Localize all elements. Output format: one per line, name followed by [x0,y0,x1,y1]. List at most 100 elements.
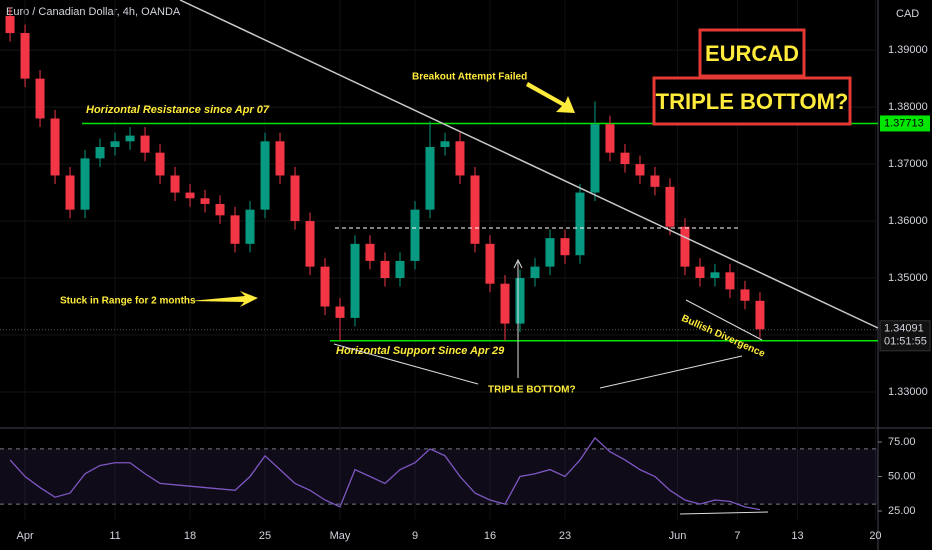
countdown-label: 01:51:55 [884,336,927,348]
candle-body [755,300,765,330]
candle-body [35,78,45,119]
y-tick-label: 1.36000 [888,215,928,227]
candle-body [470,175,480,244]
resistance-text: Horizontal Resistance since Apr 07 [86,104,270,116]
y-tick-label: 1.39000 [888,44,928,56]
candle-body [590,124,600,193]
divergence-line [685,299,763,341]
resistance-label: 1.37713 [884,117,924,129]
candle-body [635,164,645,176]
candle-body [440,141,450,147]
rsi-tick-label: 25.00 [888,505,916,517]
candle-body [5,15,15,34]
candle-body [530,266,540,279]
candle-body [380,260,390,279]
x-tick-label: 11 [109,530,120,542]
x-tick-label: 20 [869,530,881,542]
candle-body [395,260,405,279]
candle-body [695,266,705,279]
x-tick-label: 23 [559,530,571,542]
candle-body [665,186,675,227]
triple-arrow-right [599,355,743,389]
resistance-label-box [880,115,930,132]
candle-body [80,158,90,210]
candle-body [170,175,180,193]
last-price-box [879,320,931,352]
y-tick-label: 1.37000 [888,158,928,170]
candle-body [215,203,225,216]
rsi-divergence-line [679,511,769,515]
candle-body [290,175,300,222]
candle-body [740,289,750,301]
x-tick-label: May [330,530,351,542]
candle-body [710,272,720,279]
candle-body [260,141,270,210]
candle-body [545,238,555,267]
symbol-box [698,28,806,78]
triple-arrow-left [333,343,479,385]
candle-body [245,209,255,244]
candle-body [575,192,585,256]
y-tick-label: 1.38000 [888,101,928,113]
candle-body [455,141,465,176]
candle-body [335,306,345,318]
triple-arrow-head [513,258,523,269]
rsi-tick-label: 50.00 [888,470,916,482]
candle-body [50,118,60,176]
candle-body [425,146,435,210]
triple-text: TRIPLE BOTTOM? [488,385,576,396]
candle-body [605,124,615,153]
chart-title: Euro / Canadian Dollar, 4h, OANDA [6,6,181,18]
candle-body [365,243,375,261]
candle-body [485,243,495,284]
candle-body [620,152,630,165]
candle-body [65,175,75,210]
candle-body [155,152,165,176]
headline-text: TRIPLE BOTTOM? [656,89,849,114]
candle-body [515,278,525,324]
candle-body [350,243,360,318]
candle-body [125,135,135,142]
candle-body [500,283,510,324]
y-tick-label: 1.33000 [888,386,928,398]
candle-body [95,146,105,159]
last-price-label: 1.34091 [884,323,924,335]
support-text: Horizontal Support Since Apr 29 [336,345,505,357]
candle-body [110,141,120,147]
x-tick-label: 25 [259,530,271,542]
x-tick-label: 9 [412,530,418,542]
candle-body [560,238,570,256]
candle-body [650,175,660,187]
symbol-text: EURCAD [705,41,799,66]
candle-body [320,266,330,307]
candle-body [275,141,285,176]
candle-body [200,198,210,204]
rsi-line [9,436,761,511]
x-tick-label: 13 [791,530,803,542]
x-tick-label: 18 [184,530,196,542]
candle-body [230,215,240,244]
candle-body [185,192,195,199]
candle-body [20,33,30,79]
breakout-text: Breakout Attempt Failed [412,72,527,83]
x-tick-label: 7 [734,530,740,542]
currency: CAD [896,8,919,20]
range-arrow [190,291,258,307]
x-tick-label: Apr [16,530,33,542]
range-text: Stuck in Range for 2 months [60,296,196,307]
candle-body [305,221,315,267]
candle-body [140,135,150,153]
x-tick-label: Jun [669,530,687,542]
trendline [179,0,879,329]
candle-body [725,272,735,290]
candle-body [680,226,690,267]
x-tick-label: 16 [484,530,496,542]
rsi-band [0,448,878,505]
y-tick-label: 1.35000 [888,272,928,284]
candle-body [410,209,420,261]
rsi-tick-label: 75.00 [888,436,916,448]
headline-box [652,76,852,126]
breakout-arrow [526,82,575,113]
